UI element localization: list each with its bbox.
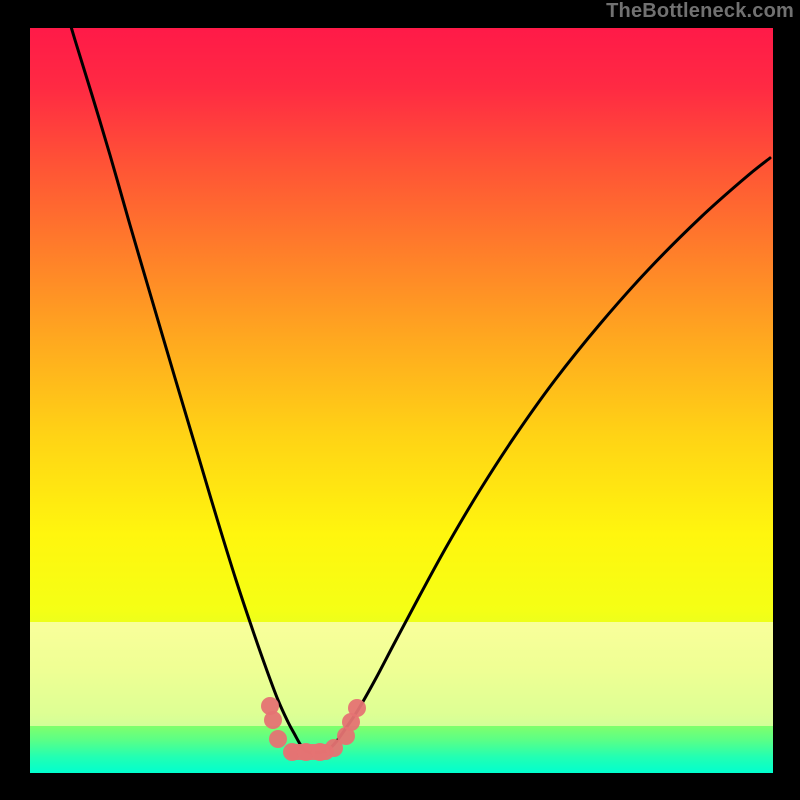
border-left bbox=[0, 0, 30, 800]
highlight-band bbox=[30, 622, 773, 726]
chart-frame: TheBottleneck.com bbox=[0, 0, 800, 800]
marker-point bbox=[348, 699, 366, 717]
marker-point bbox=[264, 711, 282, 729]
chart-canvas bbox=[0, 0, 800, 800]
border-right bbox=[773, 0, 800, 800]
border-bottom bbox=[0, 773, 800, 800]
marker-point bbox=[269, 730, 287, 748]
watermark-text: TheBottleneck.com bbox=[606, 0, 794, 23]
